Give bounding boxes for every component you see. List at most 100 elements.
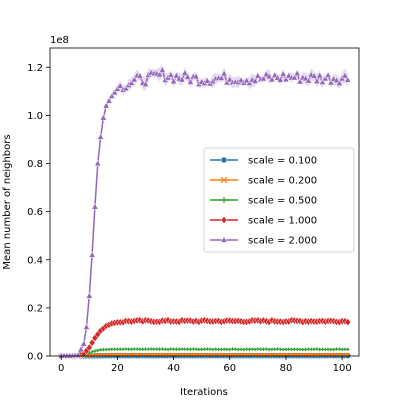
data-point-marker (111, 88, 119, 96)
data-point-marker (251, 77, 259, 84)
data-point-marker (244, 347, 249, 351)
legend-item: scale = 1.000 (210, 216, 317, 227)
data-point-marker (143, 347, 148, 351)
data-point-marker (184, 73, 192, 80)
data-point-marker (323, 347, 327, 352)
data-point-marker (315, 347, 319, 351)
data-point-marker (296, 77, 304, 85)
legend-item: scale = 2.000 (210, 236, 317, 247)
data-point-marker (146, 347, 150, 351)
data-point-marker (332, 347, 336, 352)
data-point-marker (197, 347, 201, 352)
data-point-marker (99, 113, 107, 121)
data-point-marker (220, 216, 228, 224)
y-axis-label: Mean number of neighbors (2, 134, 13, 269)
data-point-marker (220, 176, 228, 184)
data-point-marker (188, 347, 193, 351)
data-point-marker (200, 347, 204, 351)
data-point-marker (341, 71, 349, 79)
data-point-marker (242, 347, 246, 352)
data-point-marker (101, 347, 106, 352)
data-point-marker (172, 71, 180, 79)
data-point-marker (303, 347, 308, 352)
axes-frame (49, 47, 360, 357)
data-point-marker (327, 78, 335, 86)
data-point-marker (211, 347, 215, 352)
data-point-marker (181, 69, 189, 76)
data-point-marker (321, 74, 329, 82)
data-point-marker (334, 347, 339, 351)
y-tick-label: 0.6 (27, 207, 43, 218)
data-point-marker (205, 347, 209, 351)
data-point-marker (158, 66, 166, 73)
y-tick-label: 0.0 (27, 352, 43, 363)
data-point-marker (289, 347, 294, 352)
legend-item: scale = 0.100 (210, 156, 317, 167)
y-offset-label: 1e8 (50, 35, 69, 46)
data-point-marker (87, 351, 91, 355)
data-point-marker (170, 77, 178, 85)
data-point-marker (253, 347, 257, 352)
data-point-marker (185, 347, 190, 351)
data-point-marker (239, 347, 243, 351)
data-point-marker (141, 80, 150, 87)
data-point-marker (259, 74, 268, 82)
data-point-marker (127, 79, 136, 86)
data-point-marker (313, 77, 321, 84)
series-4 (57, 64, 352, 359)
data-point-marker (214, 347, 218, 351)
data-point-marker (220, 236, 228, 243)
data-point-marker (278, 347, 282, 351)
data-point-marker (122, 84, 130, 92)
data-point-marker (166, 347, 170, 352)
data-point-marker (310, 72, 318, 79)
data-point-marker (236, 347, 240, 352)
data-point-marker (340, 347, 344, 352)
data-point-marker (295, 347, 299, 351)
data-point-marker (335, 79, 343, 87)
data-point-marker (284, 347, 288, 352)
y-tick-label: 0.2 (27, 303, 43, 314)
data-point-marker (155, 70, 164, 78)
data-point-marker (102, 101, 110, 109)
data-point-marker (116, 82, 124, 89)
data-point-marker (261, 347, 266, 351)
data-point-marker (265, 72, 273, 80)
data-point-marker (343, 347, 347, 351)
legend-label: scale = 2.000 (248, 236, 317, 247)
data-point-marker (192, 72, 200, 80)
data-point-marker (250, 347, 254, 351)
data-point-marker (152, 347, 156, 351)
data-point-marker (124, 347, 128, 351)
data-point-marker (216, 347, 221, 352)
data-point-marker (174, 347, 179, 351)
data-point-marker (293, 69, 301, 77)
data-point-marker (219, 347, 224, 352)
data-point-marker (132, 347, 136, 351)
data-point-marker (225, 347, 229, 352)
data-point-marker (267, 347, 271, 352)
x-tick-label: 0 (58, 363, 64, 374)
data-point-marker (337, 347, 341, 351)
data-point-marker (203, 76, 211, 84)
data-point-marker (149, 347, 153, 351)
data-point-marker (82, 323, 91, 330)
data-point-marker (127, 347, 131, 351)
legend-item: scale = 0.200 (210, 176, 317, 187)
data-point-marker (118, 347, 122, 351)
legend-label: scale = 0.200 (248, 176, 317, 187)
data-point-marker (318, 78, 327, 85)
data-point-marker (309, 347, 313, 351)
data-point-marker (259, 347, 263, 351)
data-point-marker (163, 347, 167, 351)
y-tick-label: 0.8 (27, 159, 43, 170)
data-point-marker (220, 69, 228, 77)
data-point-marker (298, 347, 302, 352)
data-point-marker (129, 347, 134, 351)
data-point-marker (160, 347, 165, 351)
data-point-marker (135, 347, 139, 351)
data-point-marker (80, 339, 88, 347)
x-ticks: 0 20 40 60 80 100 (58, 356, 352, 374)
data-point-marker (171, 347, 176, 351)
data-point-marker (306, 347, 311, 351)
